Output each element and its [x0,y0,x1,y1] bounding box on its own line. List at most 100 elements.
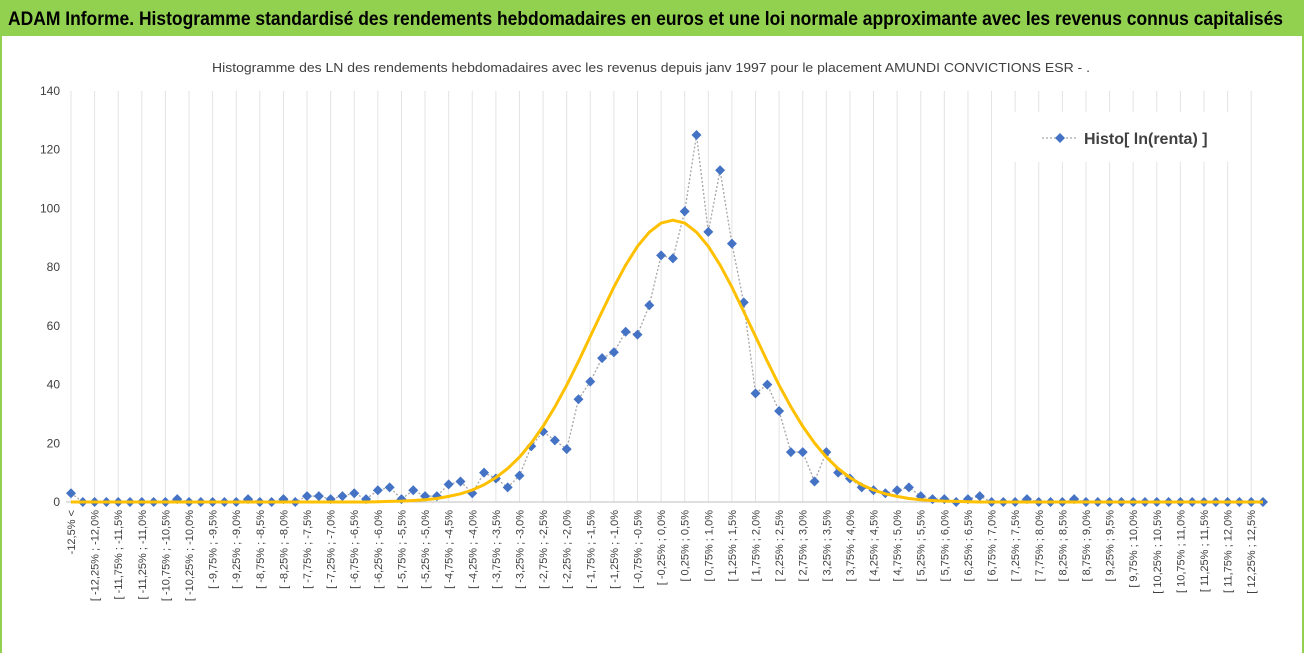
y-tick-label: 0 [53,495,60,509]
legend-label: Histo[ ln(renta) ] [1084,131,1208,148]
x-tick-label: [ -12,25% ; -12,0% [90,510,102,601]
data-point [549,435,560,446]
data-point [502,482,513,493]
y-tick-label: 20 [47,436,61,450]
title-bar [0,0,1304,36]
data-point [903,482,914,493]
data-point [703,226,714,237]
x-tick-label: [ 4,75% ; 5,0% [892,510,904,582]
data-point [608,347,619,358]
x-tick-label: [ -5,75% ; -5,5% [396,510,408,589]
data-point [66,488,76,499]
data-point [679,206,690,217]
x-tick-label: [ 12,25% ; 12,5% [1246,510,1258,594]
data-point [443,479,454,490]
x-tick-label: [ 5,25% ; 5,5% [916,510,928,582]
data-point [797,447,808,458]
x-tick-label: [ -10,25% ; -10,0% [184,510,196,601]
x-tick-label: [ -6,75% ; -6,5% [349,510,361,589]
normal-curve [71,218,1263,504]
x-tick-label: [ 8,25% ; 8,5% [1057,510,1069,582]
data-point [809,476,820,487]
data-point [632,329,643,340]
x-tick-label: [ -11,25% ; -11,0% [137,510,149,600]
data-point [561,444,572,455]
data-point [644,300,655,311]
x-tick-label: [ 1,75% ; 2,0% [751,510,763,582]
data-point [785,447,796,458]
x-tick-label: [ 10,75% ; 11,0% [1175,510,1187,593]
x-tick-label: [ 2,75% ; 3,0% [798,510,810,582]
data-point [656,250,667,261]
data-point [337,491,348,502]
data-point [691,130,702,141]
data-point [408,485,419,496]
legend-box [1000,112,1242,162]
x-tick-label: [ 7,25% ; 7,5% [1010,510,1022,582]
x-tick-label: [ -7,25% ; -7,0% [326,510,338,589]
x-tick-label: [ -8,75% ; -8,5% [255,510,267,589]
x-tick-label: -12,5% < [66,510,78,554]
x-tick-label: [ -6,25% ; -6,0% [373,510,385,589]
series-line [70,134,1263,503]
chart-title: Histogramme des LN des rendements hebdom… [212,60,1090,75]
x-tick-label: [ -0,25% ; 0,0% [656,510,668,585]
x-tick-label: [ -10,75% ; -10,5% [160,510,172,601]
x-tick-label: [ 0,75% ; 1,0% [703,510,715,582]
x-tick-label: [ -2,75% ; -2,5% [538,510,550,589]
data-point [667,253,678,264]
data-point [573,394,584,405]
x-tick-label: [ 9,25% ; 9,5% [1105,510,1117,582]
x-tick-label: [ 9,75% ; 10,0% [1128,510,1140,588]
x-tick-label: [ 2,25% ; 2,5% [774,510,786,582]
data-point [585,376,596,387]
data-point [597,353,608,364]
x-tick-label: [ -11,75% ; -11,5% [113,510,125,600]
data-point [750,388,761,399]
x-tick-label: [ -2,25% ; -2,0% [562,510,574,589]
data-point [774,405,785,416]
data-point [892,485,903,496]
x-tick-label: [ 6,25% ; 6,5% [963,510,975,582]
data-point [479,467,490,478]
x-tick-label: [ -7,75% ; -7,5% [302,510,314,589]
x-tick-label: [ -4,25% ; -4,0% [467,510,479,589]
x-tick-label: [ 6,75% ; 7,0% [987,510,999,582]
data-point [715,165,726,176]
x-tick-label: [ 5,75% ; 6,0% [939,510,951,582]
data-point [514,470,525,481]
x-tick-label: [ -9,25% ; -9,0% [231,510,243,589]
y-tick-label: 60 [47,319,61,333]
y-tick-label: 120 [40,143,60,157]
x-tick-label: [ -3,25% ; -3,0% [514,510,526,589]
x-tick-label: [ -3,75% ; -3,5% [491,510,503,589]
x-tick-label: [ 1,25% ; 1,5% [727,510,739,582]
data-point [620,326,631,337]
y-tick-label: 140 [40,84,60,98]
data-point [384,482,395,493]
y-tick-label: 100 [40,201,60,215]
data-point [313,491,324,502]
x-tick-label: [ 0,25% ; 0,5% [680,510,692,582]
y-tick-label: 40 [47,378,61,392]
x-tick-label: [ -9,75% ; -9,5% [208,510,220,589]
x-tick-label: [ -1,25% ; -1,0% [609,510,621,589]
legend-marker [1055,133,1065,143]
data-point [455,476,466,487]
data-point [372,485,383,496]
x-tick-label: [ 8,75% ; 9,0% [1081,510,1093,582]
data-point [762,379,773,390]
x-tick-label: [ -8,25% ; -8,0% [278,510,290,589]
data-point [974,491,985,502]
data-point [726,238,737,249]
x-tick-label: [ 3,25% ; 3,5% [821,510,833,582]
y-tick-label: 80 [47,260,61,274]
data-point [349,488,360,499]
data-point [302,491,313,502]
page-title: ADAM Informe. Histogramme standardisé de… [8,9,1283,30]
x-tick-label: [ 11,25% ; 11,5% [1199,510,1211,592]
x-tick-label: [ 3,75% ; 4,0% [845,510,857,582]
x-tick-label: [ 10,25% ; 10,5% [1152,510,1164,594]
